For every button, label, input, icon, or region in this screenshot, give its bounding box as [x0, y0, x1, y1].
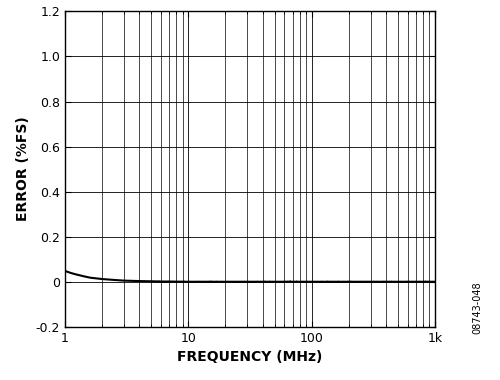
- X-axis label: FREQUENCY (MHz): FREQUENCY (MHz): [178, 350, 322, 364]
- Text: 08743-048: 08743-048: [472, 282, 482, 334]
- Y-axis label: ERROR (%FS): ERROR (%FS): [16, 117, 30, 222]
